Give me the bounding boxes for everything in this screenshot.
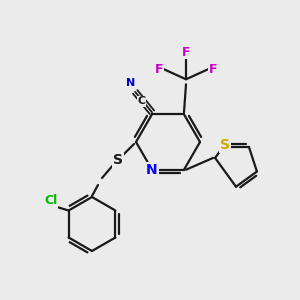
Text: N: N (146, 163, 158, 177)
Text: S: S (113, 153, 123, 167)
Text: F: F (155, 63, 163, 76)
Text: C: C (137, 96, 146, 106)
Text: Cl: Cl (44, 194, 57, 207)
Text: N: N (126, 78, 135, 88)
Text: F: F (182, 46, 190, 59)
Text: S: S (220, 138, 230, 152)
Text: F: F (209, 63, 217, 76)
